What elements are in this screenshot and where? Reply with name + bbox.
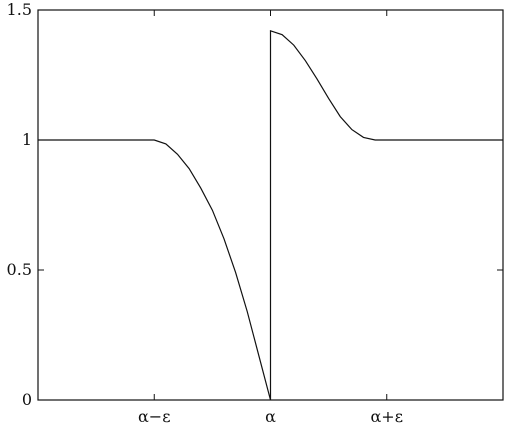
y-tick-label: 1.5 (7, 0, 32, 19)
x-axis-ticks: α−ε α α+ε (138, 10, 403, 426)
y-tick-label: 1 (22, 130, 32, 149)
y-tick-label: 0 (22, 390, 32, 409)
y-axis-ticks: 0 0.5 1 1.5 (7, 0, 503, 409)
x-tick-label: α (265, 407, 276, 426)
x-tick-label: α+ε (371, 407, 404, 426)
y-tick-label: 0.5 (7, 260, 32, 279)
series-line (38, 29, 503, 401)
x-tick-label: α−ε (138, 407, 171, 426)
